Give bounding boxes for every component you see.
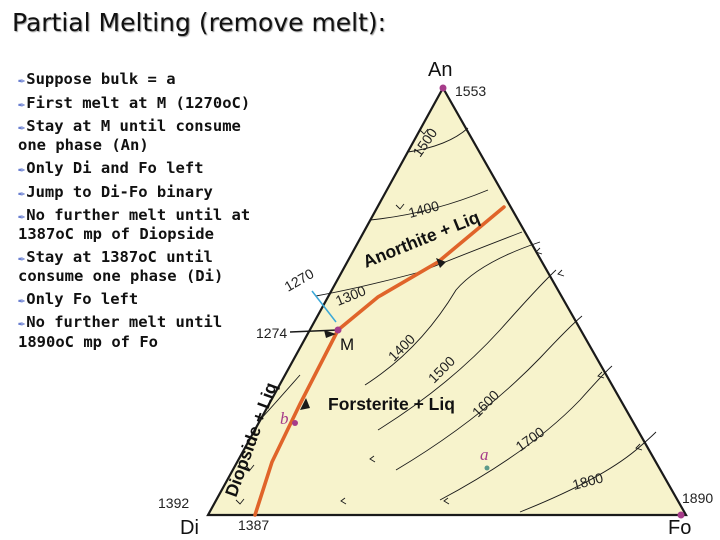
bullet-item: ✒Suppose bulk = a: [18, 70, 268, 89]
isotherm-1700-fo: [439, 365, 613, 501]
isotherm-1400-an: [369, 189, 489, 221]
apex-label-fo: Fo: [668, 517, 691, 539]
pen-bullet-icon: ✒: [18, 96, 26, 111]
temp-1553: 1553: [455, 83, 486, 99]
apex-label-an: An: [428, 59, 452, 81]
isotherm-1600-fo: [395, 315, 583, 471]
melt-path-an-segment: [336, 205, 506, 332]
pen-bullet-icon: ✒: [18, 209, 26, 224]
isotherm-lines: [259, 127, 657, 513]
point-a: [484, 465, 490, 471]
arrow-mark: [369, 455, 376, 463]
point-label-a: a: [480, 445, 489, 464]
isotherm-label: 1400: [407, 197, 441, 221]
arrow-mark: [235, 498, 245, 505]
pen-bullet-icon: ✒: [18, 185, 26, 200]
arrow-mark: [597, 371, 605, 379]
isotherm-1800-fo: [519, 431, 657, 513]
apex-label-di: Di: [180, 517, 199, 539]
isotherm-label: 1800: [571, 469, 605, 493]
bullet-item: ✒No further melt until 1890oC mp of Fo: [18, 313, 268, 350]
melt-path: [253, 205, 506, 517]
arrow-mark: [419, 128, 429, 135]
temp-1890: 1890: [682, 490, 713, 506]
temp-1387: 1387: [238, 517, 269, 533]
bullet-item: ✒Jump to Di-Fo binary: [18, 183, 268, 202]
bullet-item: ✒No further melt until at 1387oC mp of D…: [18, 206, 268, 243]
isotherm-1500-an: [407, 127, 469, 153]
arrow-mark: [535, 247, 543, 255]
ternary-triangle: [206, 85, 688, 517]
point-label-b: b: [280, 409, 289, 428]
bullet-item: ✒Only Fo left: [18, 290, 268, 309]
an-di-join: [289, 329, 339, 333]
apex-fo-marker: [677, 511, 685, 519]
bullet-item: ✒Only Di and Fo left: [18, 159, 268, 178]
pen-bullet-icon: ✒: [18, 316, 26, 331]
pen-bullet-icon: ✒: [18, 250, 26, 265]
bullet-item: ✒First melt at M (1270oC): [18, 94, 268, 113]
arrow-mark: [635, 443, 643, 451]
path-arrow: [300, 398, 310, 410]
isotherm-1500-fo: [377, 269, 557, 431]
bullet-text: Stay at M until consume one phase (An): [18, 117, 241, 155]
bullet-text: Only Fo left: [26, 289, 139, 308]
arrow-mark: [557, 269, 565, 277]
pen-bullet-icon: ✒: [18, 120, 26, 135]
bullet-text: No further melt until at 1387oC mp of Di…: [18, 206, 251, 244]
path-arrow: [324, 330, 336, 338]
tie-line-1270: [311, 290, 337, 323]
temp-1270: 1270: [282, 265, 317, 295]
slide-title: Partial Melting (remove melt):: [12, 8, 387, 37]
bullet-text: Suppose bulk = a: [26, 70, 176, 88]
field-label-forsterite: Forsterite + Liq: [328, 394, 455, 414]
arrow-mark: [443, 497, 450, 505]
point-label-m: M: [340, 335, 354, 354]
bullet-list: ✒Suppose bulk = a ✒First melt at M (1270…: [18, 70, 268, 355]
isotherm-di-side: [259, 374, 301, 421]
bullet-item: ✒Stay at M until consume one phase (An): [18, 117, 268, 154]
apex-an-marker: [439, 84, 447, 92]
bullet-text: Only Di and Fo left: [26, 158, 204, 177]
arrow-mark: [340, 497, 347, 505]
bullet-text: First melt at M (1270oC): [26, 93, 251, 112]
point-b: [292, 420, 298, 426]
bullet-text: Stay at 1387oC until consume one phase (…: [18, 247, 224, 286]
isotherm-1400-fo: [364, 241, 541, 386]
path-arrows: [300, 258, 446, 410]
pen-bullet-icon: ✒: [18, 161, 26, 176]
path-arrow: [436, 258, 446, 268]
pen-bullet-icon: ✒: [18, 292, 26, 307]
point-m: [334, 326, 342, 334]
melt-path-di-segment: [253, 328, 340, 517]
bullet-text: Jump to Di-Fo binary: [26, 182, 213, 201]
bullet-item: ✒Stay at 1387oC until consume one phase …: [18, 248, 268, 285]
temp-1274: 1274: [256, 325, 287, 341]
arrow-mark: [395, 203, 405, 210]
isotherm-arrows: [235, 128, 643, 505]
arrow-mark: [245, 464, 255, 471]
pen-bullet-icon: ✒: [18, 73, 26, 87]
bullet-text: No further melt until 1890oC mp of Fo: [18, 313, 223, 351]
temp-1392: 1392: [158, 495, 189, 511]
